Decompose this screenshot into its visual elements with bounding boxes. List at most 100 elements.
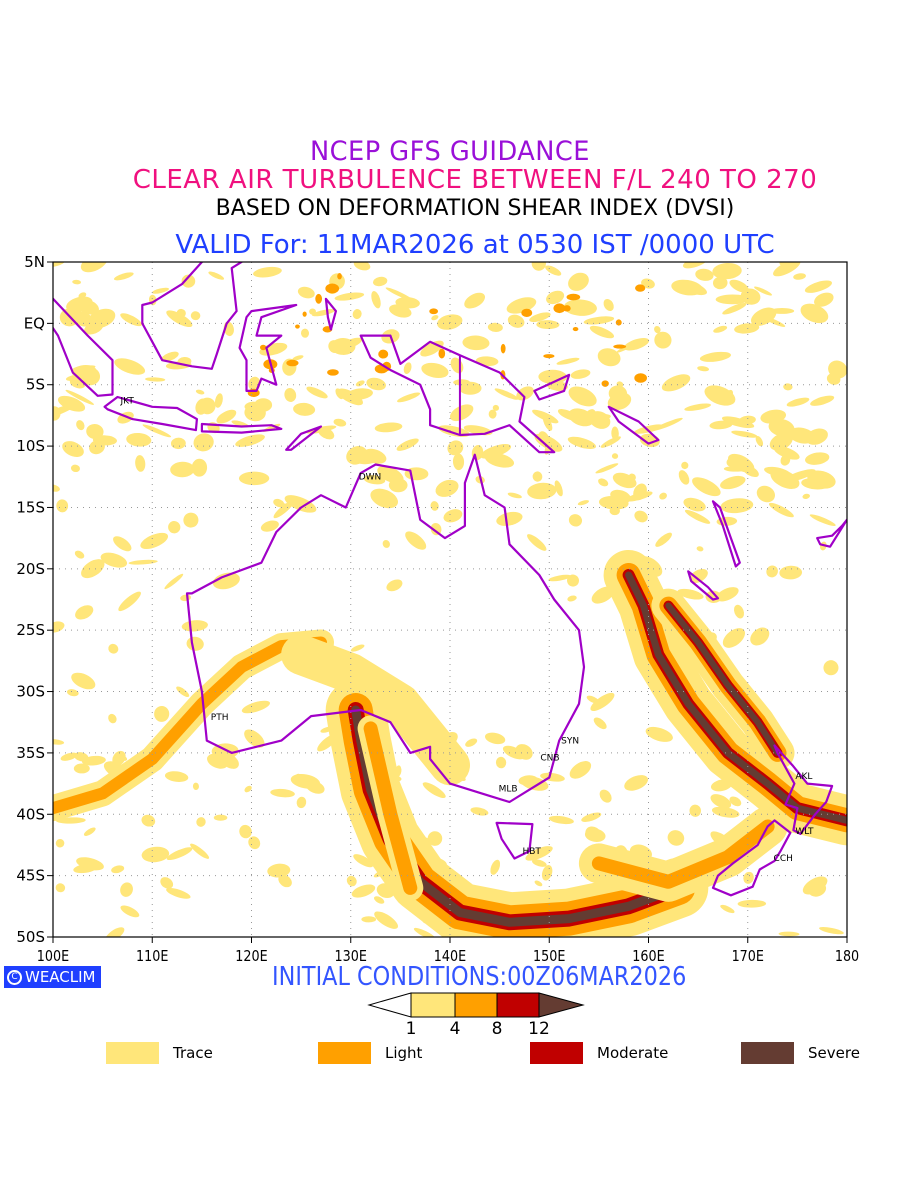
trace-area xyxy=(611,453,619,459)
trace-area xyxy=(352,309,362,320)
trace-area xyxy=(720,904,735,914)
trace-area xyxy=(715,294,749,305)
trace-area xyxy=(570,369,591,379)
light-area xyxy=(259,344,267,351)
copyright-icon: C xyxy=(7,969,22,985)
trace-area xyxy=(239,824,252,839)
trace-area xyxy=(296,796,307,809)
trace-area xyxy=(154,705,170,722)
trace-area xyxy=(452,453,465,471)
trace-area xyxy=(366,377,386,391)
coastline-new-britain xyxy=(533,373,571,401)
trace-area xyxy=(567,574,579,587)
trace-area xyxy=(111,865,125,874)
trace-area xyxy=(273,500,294,519)
trace-area xyxy=(484,732,506,745)
light-area xyxy=(378,349,389,359)
lon-tick-label: 130E xyxy=(335,948,367,965)
trace-area xyxy=(152,287,169,294)
trace-area xyxy=(70,464,81,473)
trace-area xyxy=(190,843,210,859)
light-area xyxy=(601,380,609,387)
trace-area xyxy=(810,395,835,406)
trace-area xyxy=(105,927,125,937)
trace-area xyxy=(545,265,562,276)
trace-area xyxy=(729,279,749,293)
lon-tick-label: 180 xyxy=(835,948,859,965)
trace-area xyxy=(66,689,79,697)
trace-area xyxy=(216,409,237,424)
city-label-dwn: DWN xyxy=(359,473,382,483)
light-area xyxy=(302,311,307,317)
trace-area xyxy=(108,643,119,654)
light-area xyxy=(429,308,439,315)
trace-area xyxy=(382,539,390,548)
light-area xyxy=(315,293,323,304)
light-area xyxy=(327,369,339,376)
trace-area xyxy=(641,278,655,289)
trace-area xyxy=(502,745,525,760)
lon-tick-label: 120E xyxy=(235,948,267,965)
light-area xyxy=(337,273,342,280)
trace-area xyxy=(89,439,105,455)
trace-area xyxy=(784,469,816,482)
colorbar-level-label: 12 xyxy=(528,1019,550,1039)
trace-area xyxy=(568,386,597,407)
legend-swatch xyxy=(741,1042,794,1064)
title-method: BASED ON DEFORMATION SHEAR INDEX (DVSI) xyxy=(215,196,735,221)
trace-area xyxy=(168,520,181,534)
coastline-sunda xyxy=(200,422,283,434)
trace-area xyxy=(465,738,478,747)
trace-area xyxy=(55,838,65,848)
trace-area xyxy=(164,771,189,782)
trace-area xyxy=(470,807,489,816)
trace-area xyxy=(300,328,310,338)
trace-area xyxy=(53,262,65,268)
light-band-light xyxy=(363,721,418,895)
coastline-nz-south xyxy=(711,819,792,897)
trace-area xyxy=(108,713,117,724)
trace-area xyxy=(754,286,773,296)
trace-area xyxy=(750,627,770,646)
trace-area xyxy=(556,357,580,365)
trace-area xyxy=(76,857,104,871)
trace-area xyxy=(100,552,128,568)
trace-area xyxy=(793,273,806,280)
trace-area xyxy=(755,435,764,447)
city-label-jkt: JKT xyxy=(119,396,134,406)
trace-area xyxy=(71,672,96,690)
colorbar-box xyxy=(454,992,498,1018)
trace-area xyxy=(809,514,836,526)
trace-area xyxy=(634,510,648,523)
light-area xyxy=(635,284,646,292)
colorbar-below-arrow xyxy=(367,992,412,1018)
trace-area xyxy=(248,836,261,850)
east-band-2-severe xyxy=(665,602,781,756)
trace-area xyxy=(65,389,95,405)
trace-area xyxy=(431,315,439,321)
trace-area xyxy=(609,506,620,516)
west-jet-band-light xyxy=(53,636,327,815)
trace-area xyxy=(814,292,834,307)
trace-area xyxy=(712,276,728,290)
light-area xyxy=(613,344,627,349)
trace-area xyxy=(773,262,801,277)
trace-area xyxy=(170,461,195,478)
trace-area xyxy=(273,498,285,508)
lat-tick-label: EQ xyxy=(24,314,45,332)
light-area xyxy=(521,308,533,317)
trace-area xyxy=(363,475,386,485)
trace-area xyxy=(778,931,800,937)
trace-area xyxy=(487,322,503,332)
trace-area xyxy=(180,594,192,602)
trace-area xyxy=(507,492,522,499)
light-area xyxy=(438,348,446,359)
trace-area xyxy=(488,409,497,419)
trace-area xyxy=(692,477,721,497)
trace-area xyxy=(538,431,550,448)
trace-area xyxy=(800,303,829,324)
trace-area xyxy=(114,358,146,375)
trace-area xyxy=(532,859,547,867)
coastline-sulawesi xyxy=(238,303,298,392)
